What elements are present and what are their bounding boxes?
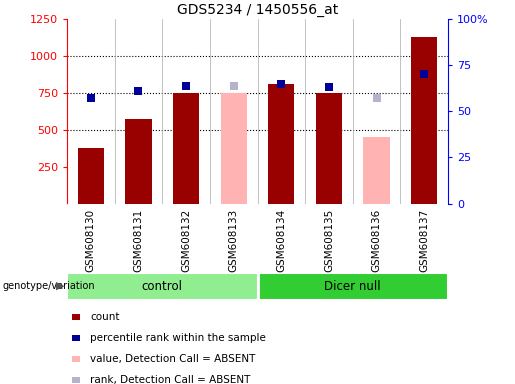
Bar <box>173 93 199 204</box>
Text: control: control <box>142 280 183 293</box>
Text: GSM608135: GSM608135 <box>324 209 334 272</box>
Text: rank, Detection Call = ABSENT: rank, Detection Call = ABSENT <box>90 375 250 384</box>
Bar <box>364 137 390 204</box>
Bar <box>67 273 258 300</box>
Bar <box>316 93 342 204</box>
Bar <box>125 119 151 204</box>
Title: GDS5234 / 1450556_at: GDS5234 / 1450556_at <box>177 3 338 17</box>
Text: GSM608133: GSM608133 <box>229 209 238 272</box>
Bar <box>220 93 247 204</box>
Bar <box>78 148 104 204</box>
Text: GSM608131: GSM608131 <box>133 209 143 272</box>
Bar <box>411 37 437 204</box>
Text: value, Detection Call = ABSENT: value, Detection Call = ABSENT <box>90 354 255 364</box>
Bar <box>258 273 448 300</box>
Text: GSM608130: GSM608130 <box>86 209 96 272</box>
Text: Dicer null: Dicer null <box>324 280 381 293</box>
Text: GSM608136: GSM608136 <box>372 209 382 272</box>
Text: count: count <box>90 312 119 322</box>
Text: genotype/variation: genotype/variation <box>3 281 95 291</box>
Text: percentile rank within the sample: percentile rank within the sample <box>90 333 266 343</box>
Bar <box>268 84 295 204</box>
Text: GSM608132: GSM608132 <box>181 209 191 272</box>
Text: ▶: ▶ <box>56 281 64 291</box>
Text: GSM608137: GSM608137 <box>419 209 429 272</box>
Text: GSM608134: GSM608134 <box>277 209 286 272</box>
